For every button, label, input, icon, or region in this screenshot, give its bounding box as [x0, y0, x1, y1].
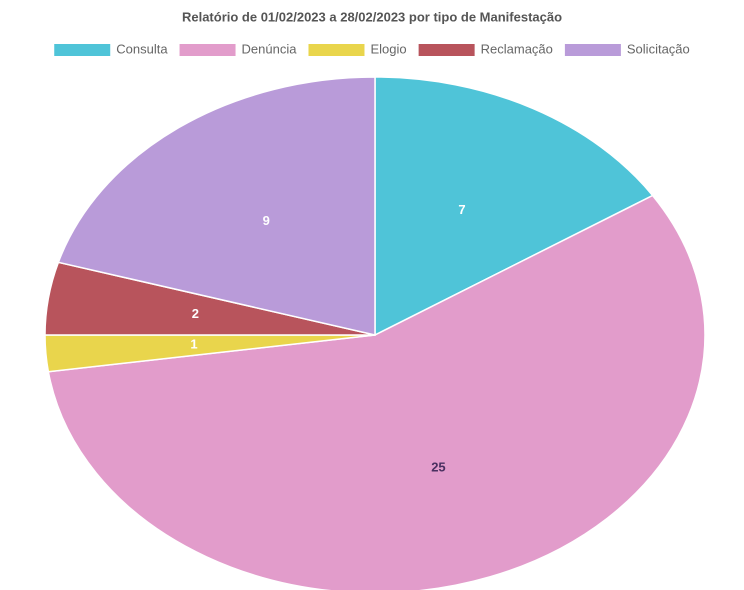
legend-item: Consulta: [54, 41, 168, 56]
legend-label: Denúncia: [242, 41, 298, 56]
pie-slice: [47, 194, 706, 590]
legend-item: Solicitação: [564, 41, 690, 56]
pie-slice: [57, 76, 376, 336]
legend-label: Reclamação: [481, 41, 553, 56]
legend-swatch: [179, 44, 236, 56]
legend-label: Solicitação: [627, 41, 690, 56]
legend-swatch: [564, 44, 621, 56]
slice-label: 9: [263, 213, 270, 228]
slice-label: 1: [190, 337, 197, 352]
legend-swatch: [418, 44, 475, 56]
legend-label: Elogio: [370, 41, 406, 56]
legend-swatch: [308, 44, 365, 56]
legend: Consulta Denúncia Elogio Reclamação Solicita…: [54, 41, 690, 56]
legend-label: Consulta: [116, 41, 168, 56]
chart-title: Relatório de 01/02/2023 a 28/02/2023 por…: [182, 9, 562, 24]
legend-item: Elogio: [308, 41, 407, 56]
legend-swatch: [54, 44, 111, 56]
slice-label: 7: [458, 202, 465, 217]
legend-item: Reclamação: [418, 41, 553, 56]
slice-label: 2: [192, 306, 199, 321]
pie: 7 25 1 2 9: [44, 76, 706, 590]
legend-item: Denúncia: [179, 41, 298, 56]
pie-slice: [374, 76, 654, 337]
slice-label: 25: [431, 459, 445, 474]
